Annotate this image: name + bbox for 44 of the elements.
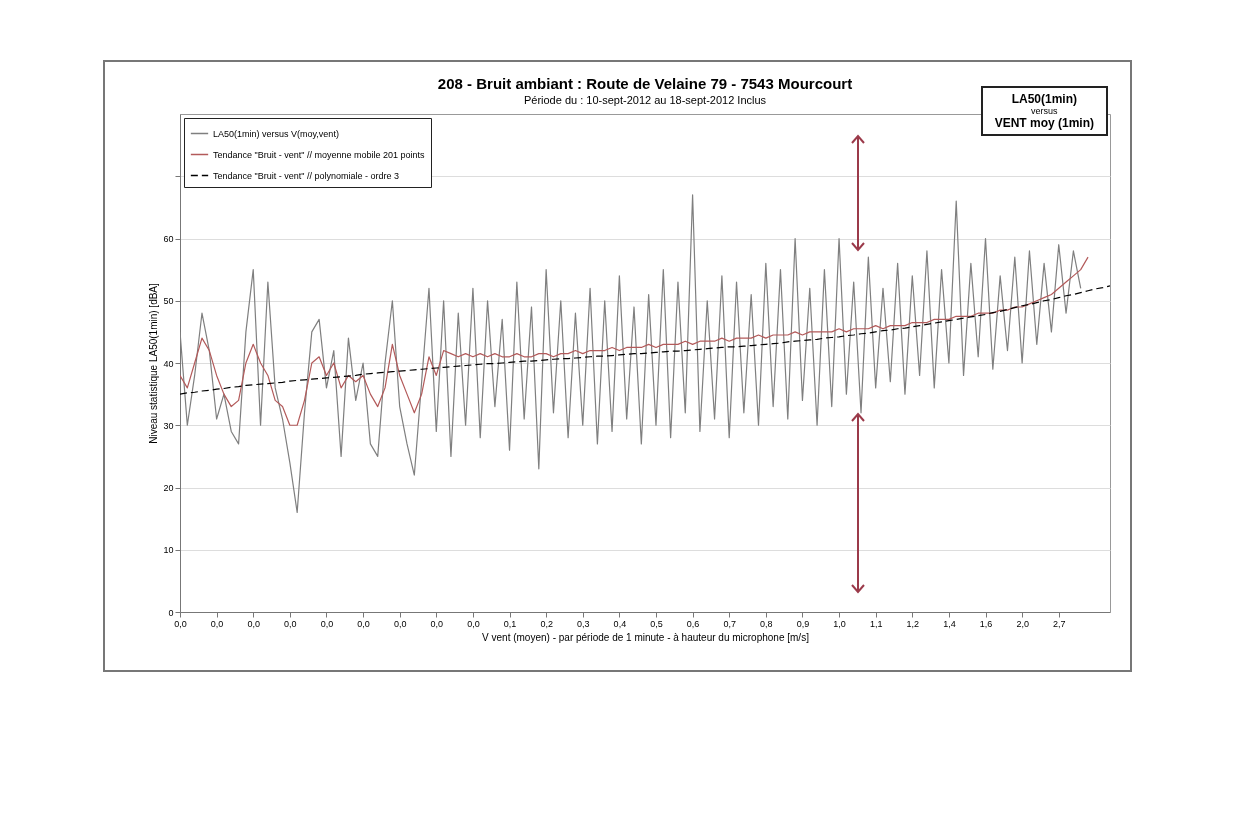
x-tick-label: 0,0 bbox=[393, 618, 407, 629]
x-tick-label: 0,0 bbox=[467, 618, 480, 629]
x-tick-label: 0,3 bbox=[577, 618, 590, 629]
annotation: versus bbox=[1030, 106, 1059, 116]
x-tick-label: 2,7 bbox=[1052, 618, 1066, 629]
x-tick-label: 1,0 bbox=[833, 618, 846, 629]
x-tick-label: 0,7 bbox=[723, 618, 736, 629]
x-tick-label: 2,0 bbox=[1016, 618, 1029, 629]
text: LA50(1min) bbox=[1010, 92, 1078, 106]
y-tick-label: 40 bbox=[163, 358, 174, 369]
y-tick-label: 60 bbox=[163, 234, 174, 244]
legend-label: LA50(1min) versus V(moy,vent) bbox=[213, 128, 339, 139]
y-tick-label: 30 bbox=[163, 420, 174, 431]
x-tick-label: 0,6 bbox=[686, 618, 700, 629]
line-series bbox=[180, 256, 1089, 426]
legend-label: Tendance "Bruit - vent" // moyenne mobile 201 points bbox=[213, 149, 426, 160]
y-axis-title: Niveau statistique LA50(1min) [dBA] bbox=[148, 282, 160, 444]
x-tick-label: 0,4 bbox=[613, 618, 627, 629]
x-tick-label: 0,1 bbox=[503, 618, 517, 629]
chart-subtitle: Période du : 10-sept-2012 au 18-sept-2012 Inclus bbox=[523, 94, 767, 106]
annotation: VENT moy (1min) bbox=[994, 116, 1094, 130]
x-tick-label: 0,0 bbox=[174, 618, 187, 629]
x-tick-label: 0,0 bbox=[210, 618, 224, 629]
x-tick-label: 1,1 bbox=[869, 618, 883, 629]
y-tick-label: 0 bbox=[168, 607, 174, 618]
x-tick-label: 1,4 bbox=[943, 618, 956, 629]
x-tick-label: 0,5 bbox=[650, 618, 663, 629]
x-tick-label: 0,0 bbox=[247, 618, 260, 629]
x-tick-label: 0,8 bbox=[760, 618, 773, 629]
x-tick-label: 1,6 bbox=[979, 618, 993, 629]
y-tick-label: 20 bbox=[163, 483, 174, 493]
x-tick-label: 0,0 bbox=[320, 618, 334, 629]
y-tick-label: 50 bbox=[163, 296, 174, 307]
x-axis-title: V vent (moyen) - par période de 1 minute - à hauteur du microphone [m/s] bbox=[482, 631, 810, 643]
legend-label: Tendance "Bruit - vent" // polynomiale - ordre 3 bbox=[213, 170, 399, 181]
chart-title: 208 - Bruit ambiant : Route de Velaine 79 - 7543 Mourcourt bbox=[437, 75, 853, 92]
y-tick-label: 10 bbox=[163, 545, 174, 556]
x-tick-label: 1,2 bbox=[906, 618, 920, 629]
x-tick-label: 0,9 bbox=[796, 618, 810, 629]
line-series bbox=[180, 285, 1110, 395]
x-tick-label: 0,0 bbox=[284, 618, 297, 629]
x-tick-label: 0,2 bbox=[540, 618, 553, 629]
x-tick-label: 0,0 bbox=[357, 618, 370, 629]
x-tick-label: 0,0 bbox=[430, 618, 444, 629]
